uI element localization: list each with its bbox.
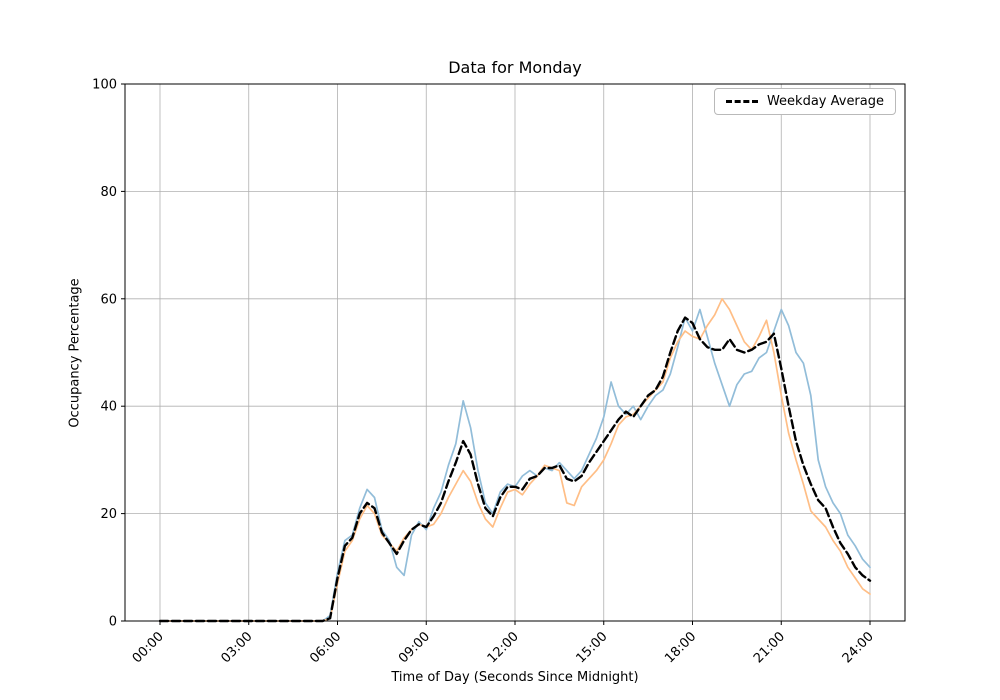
x-tick-label: 21:00 (751, 629, 788, 666)
y-tick-label: 60 (100, 292, 117, 307)
x-tick-label: 12:00 (485, 629, 522, 666)
x-tick-label: 00:00 (130, 629, 167, 666)
x-tick-label: 18:00 (662, 629, 699, 666)
y-tick-label: 20 (100, 507, 117, 522)
legend: Weekday Average (713, 88, 896, 115)
chart-title: Data for Monday (448, 58, 582, 77)
y-tick-label: 0 (109, 615, 117, 630)
y-axis-label: Occupancy Percentage (67, 278, 83, 428)
x-tick-label: 15:00 (573, 629, 610, 666)
series-weekday-average (158, 316, 872, 623)
x-tick-label: 03:00 (218, 629, 255, 666)
y-tick-label: 100 (92, 78, 117, 93)
dashed-line-icon (725, 100, 758, 103)
y-tick-label: 80 (100, 185, 117, 200)
x-tick-label: 24:00 (840, 629, 877, 666)
y-tick-label: 40 (100, 400, 117, 415)
x-axis-label: Time of Day (Seconds Since Midnight) (391, 670, 639, 685)
legend-label: Weekday Average (766, 94, 884, 109)
x-tick-label: 06:00 (307, 629, 344, 666)
x-tick-label: 09:00 (396, 629, 433, 666)
